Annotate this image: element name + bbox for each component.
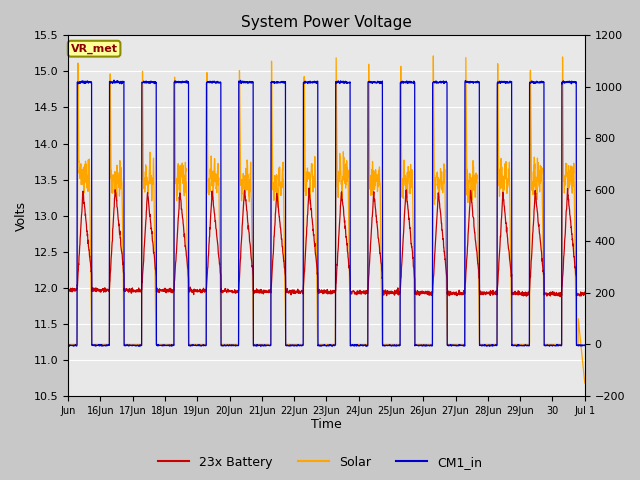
Line: 23x Battery: 23x Battery xyxy=(68,188,585,297)
23x Battery xyxy=(64,287,72,293)
CM1_in xyxy=(228,342,236,348)
CM1_in xyxy=(358,342,365,348)
Y-axis label: Volts: Volts xyxy=(15,201,28,230)
23x Battery xyxy=(358,289,365,295)
Solar xyxy=(573,341,581,347)
Solar xyxy=(64,341,72,347)
CM1_in xyxy=(574,342,582,348)
23x Battery xyxy=(305,185,313,191)
Line: Solar: Solar xyxy=(68,56,585,383)
Solar xyxy=(357,341,365,347)
23x Battery xyxy=(511,288,519,294)
Solar xyxy=(482,341,490,347)
CM1_in xyxy=(362,343,370,349)
CM1_in xyxy=(116,79,124,85)
Legend: 23x Battery, Solar, CM1_in: 23x Battery, Solar, CM1_in xyxy=(153,451,487,474)
Title: System Power Voltage: System Power Voltage xyxy=(241,15,412,30)
Line: CM1_in: CM1_in xyxy=(68,80,585,346)
CM1_in xyxy=(64,342,72,348)
Solar xyxy=(227,341,235,347)
Solar xyxy=(511,341,519,347)
CM1_in xyxy=(110,77,118,83)
Solar xyxy=(429,53,437,59)
Solar xyxy=(116,189,124,195)
23x Battery xyxy=(574,291,582,297)
23x Battery xyxy=(482,291,490,297)
23x Battery xyxy=(556,294,564,300)
X-axis label: Time: Time xyxy=(311,419,342,432)
CM1_in xyxy=(511,342,519,348)
CM1_in xyxy=(482,342,490,348)
Solar xyxy=(581,380,589,386)
23x Battery xyxy=(227,289,235,295)
CM1_in xyxy=(581,342,589,348)
23x Battery xyxy=(581,290,589,296)
Text: VR_met: VR_met xyxy=(70,44,118,54)
23x Battery xyxy=(116,232,124,238)
